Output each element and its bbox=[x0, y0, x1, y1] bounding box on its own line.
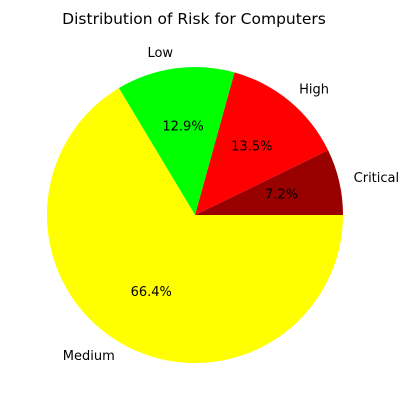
pie-label-medium: Medium bbox=[63, 349, 115, 364]
pie-label-critical: Critical bbox=[354, 171, 399, 186]
pie-percent-critical: 7.2% bbox=[265, 188, 298, 203]
pie-labels: Critical 7.2% High 13.5% Low 12.9% Medium 66.4% bbox=[63, 46, 399, 364]
pie-percent-high: 13.5% bbox=[231, 139, 272, 154]
pie-slice-medium bbox=[47, 88, 344, 363]
chart-title: Distribution of Risk for Computers bbox=[62, 10, 326, 28]
pie-slice-low bbox=[118, 67, 235, 216]
pie-label-high: High bbox=[299, 82, 329, 97]
pie-label-low: Low bbox=[147, 46, 173, 61]
pie-percent-medium: 66.4% bbox=[131, 285, 172, 300]
pie-percent-low: 12.9% bbox=[162, 120, 203, 135]
pie-slices bbox=[47, 67, 344, 363]
pie-slice-high bbox=[195, 72, 329, 215]
pie-slice-critical bbox=[195, 150, 343, 215]
